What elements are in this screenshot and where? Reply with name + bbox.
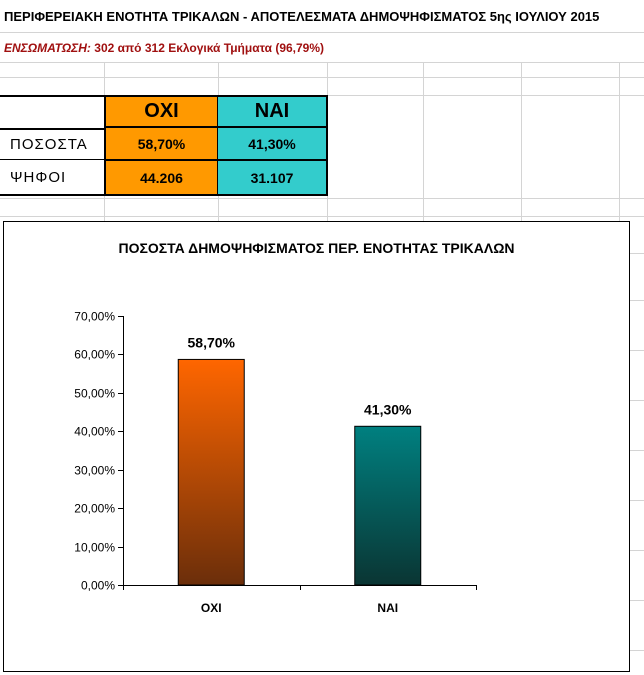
y-tick-label: 60,00% — [74, 348, 115, 362]
sheet-title: ΠΕΡΙΦΕΡΕΙΑΚΗ ΕΝΟΤΗΤΑ ΤΡΙΚΑΛΩΝ - ΑΠΟΤΕΛΕΣ… — [4, 9, 600, 24]
bar-no[interactable] — [177, 358, 245, 586]
x-tick-label: ΟΧΙ — [201, 601, 222, 615]
bar-chart: 0,00% 10,00% 20,00% 30,00% 40,00% 50,00% 60,00… — [74, 310, 477, 615]
header-yes[interactable]: ΝΑΙ — [218, 95, 328, 128]
bar-yes[interactable] — [354, 425, 422, 586]
data-label: 41,30% — [364, 401, 412, 417]
x-tick-label: ΝΑΙ — [377, 601, 398, 615]
coverage-line: ΕΝΣΩΜΑΤΩΣΗ: 302 από 312 Εκλογικά Τμήματα… — [4, 41, 324, 55]
coverage-text: 302 από 312 Εκλογικά Τμήματα (96,79%) — [94, 41, 325, 55]
chart-title: ΠΟΣΟΣΤΑ ΔΗΜΟΨΗΦΙΣΜΑΤΟΣ ΠΕΡ. ΕΝΟΤΗΤΑΣ ΤΡΙ… — [118, 240, 515, 256]
y-tick-label: 40,00% — [74, 425, 115, 439]
header-no[interactable]: ΟΧΙ — [104, 95, 218, 128]
y-tick-label: 10,00% — [74, 541, 115, 555]
coverage-label: ΕΝΣΩΜΑΤΩΣΗ: — [4, 41, 91, 55]
row-label-votes[interactable]: ΨΗΦΟΙ — [0, 160, 104, 196]
votes-no[interactable]: 44.206 — [104, 160, 218, 196]
row-label-percent[interactable]: ΠΟΣΟΣΤΑ — [0, 128, 104, 160]
votes-yes[interactable]: 31.107 — [218, 160, 328, 196]
percent-yes[interactable]: 41,30% — [218, 128, 328, 160]
y-tick-label: 50,00% — [74, 387, 115, 401]
chart-area[interactable]: ΠΟΣΟΣΤΑ ΔΗΜΟΨΗΦΙΣΜΑΤΟΣ ΠΕΡ. ΕΝΟΤΗΤΑΣ ΤΡΙ… — [3, 221, 630, 672]
y-tick-label: 0,00% — [81, 579, 115, 593]
percent-no[interactable]: 58,70% — [104, 128, 218, 160]
y-tick-label: 30,00% — [74, 464, 115, 478]
table-corner — [0, 95, 104, 128]
y-tick-label: 70,00% — [74, 310, 115, 324]
y-tick-label: 20,00% — [74, 502, 115, 516]
data-label: 58,70% — [188, 334, 236, 350]
